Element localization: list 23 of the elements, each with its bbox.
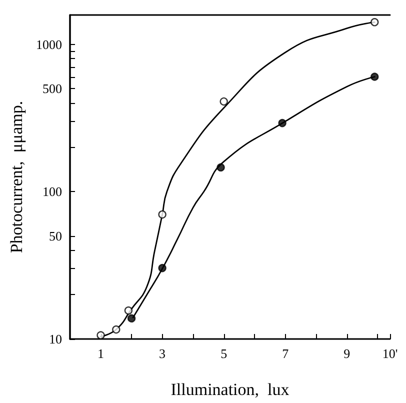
- point: [158, 264, 166, 272]
- y-tick-label: 500: [42, 81, 62, 96]
- point: [370, 18, 379, 26]
- point: [278, 118, 286, 128]
- y-tick-label: 1000: [36, 36, 62, 52]
- y-axis-title: Photocurrent, μμamp.: [7, 100, 26, 254]
- point: [127, 314, 136, 322]
- point: [220, 97, 228, 106]
- y-tick-label: 50: [49, 228, 62, 244]
- x-tick-label: 5: [220, 346, 228, 361]
- point: [158, 210, 166, 219]
- x-tick-label: 3: [159, 346, 166, 361]
- x-axis-title: Illumination, lux: [170, 380, 290, 399]
- point: [370, 72, 379, 81]
- point: [112, 325, 120, 334]
- y-tick-label: 100: [42, 184, 62, 200]
- point: [216, 163, 225, 172]
- y-tick-label: 10: [49, 332, 62, 346]
- x-tick-label: 9: [344, 346, 350, 361]
- point: [124, 306, 133, 315]
- x-tick-label: 7: [282, 346, 290, 361]
- x-tick-label: 10': [382, 346, 398, 361]
- x-tick-label: 1: [98, 346, 104, 361]
